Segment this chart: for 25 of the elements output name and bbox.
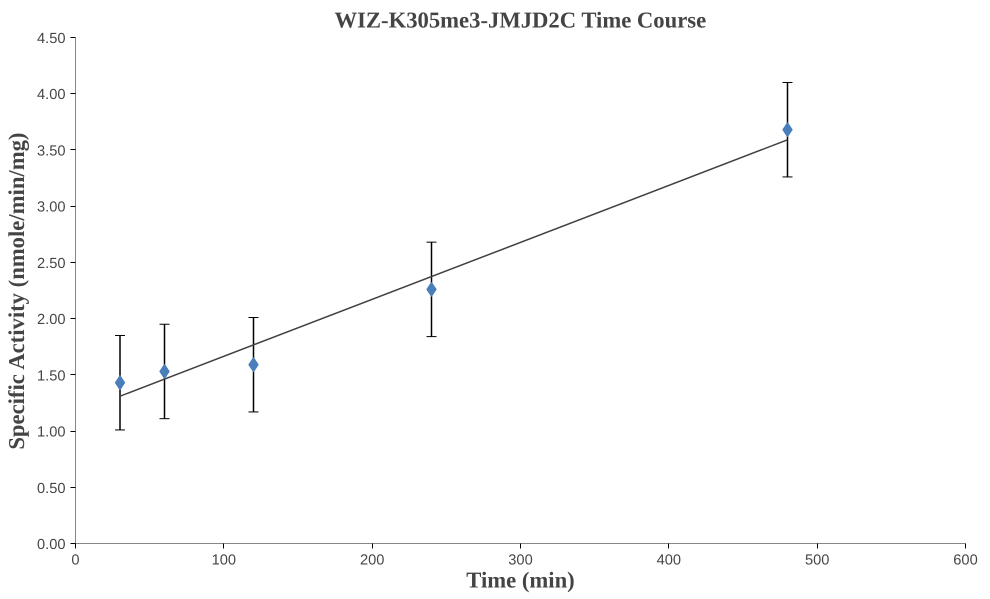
point	[114, 375, 126, 390]
y-tick-label: 2.50	[36, 256, 66, 272]
y-tick-label: 3.50	[36, 143, 66, 160]
x-tick-label: 400	[656, 552, 682, 568]
y-tick-label: 2.00	[36, 312, 66, 328]
x-tick-label: 100	[212, 552, 236, 568]
point	[159, 364, 170, 379]
point	[248, 357, 259, 372]
x-tick-label: 0	[71, 552, 80, 568]
x-tick-label: 500	[804, 552, 830, 568]
y-tick-label: 0.50	[36, 480, 66, 497]
x-tick-label: 300	[508, 552, 533, 568]
y-tick-label: 1.00	[36, 424, 66, 441]
x-tick-label: 600	[953, 552, 978, 568]
y-tick-label: 4.50	[36, 31, 66, 47]
y-tick-label: 4.00	[36, 87, 66, 104]
x-tick-label: 200	[360, 552, 384, 568]
chart-title: WIZ-K305me3-JMJD2C Time Course	[334, 8, 706, 32]
point	[782, 122, 793, 138]
y-tick-label: 0.00	[36, 537, 66, 553]
x-axis-title: Time (min)	[466, 568, 575, 592]
point	[426, 282, 437, 297]
y-tick-label: 3.00	[36, 200, 66, 216]
y-axis-title: Specific Activity (nmole/min/mg)	[4, 132, 29, 450]
y-tick-label: 1.50	[36, 368, 66, 384]
